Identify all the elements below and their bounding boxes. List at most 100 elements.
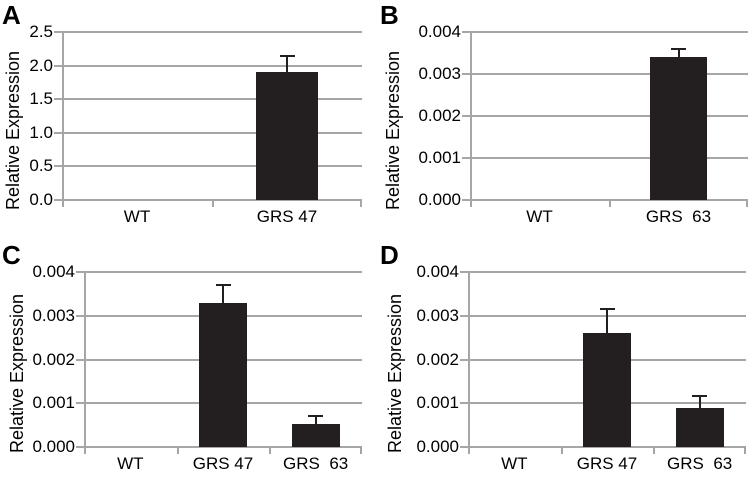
error-bar-cap xyxy=(599,308,615,311)
gridline xyxy=(470,31,748,33)
y-axis-line xyxy=(468,272,470,447)
y-tick-mark xyxy=(460,446,468,448)
panel-c-letter: C xyxy=(2,240,21,270)
y-tick-label: 0.004 xyxy=(418,22,461,41)
y-tick-mark xyxy=(76,314,84,317)
error-bar-cap xyxy=(692,394,708,397)
y-tick-label: 0.001 xyxy=(418,148,461,167)
y-tick-mark xyxy=(54,199,62,201)
y-tick-mark xyxy=(460,271,468,273)
error-bar-cap xyxy=(279,54,295,57)
x-tick-mark xyxy=(653,447,656,454)
y-tick-label: 0.002 xyxy=(416,349,459,369)
x-category-label: GRS 47 xyxy=(192,454,254,473)
x-tick-mark xyxy=(468,447,470,454)
y-tick-label: 0.003 xyxy=(418,64,461,83)
y-tick-label: 0.000 xyxy=(416,437,459,456)
y-tick-label: 0.001 xyxy=(32,393,75,413)
x-category-label: GRS 63 xyxy=(667,454,733,473)
y-tick-mark xyxy=(462,199,470,201)
panel-a: A Relative Expression 0.0 0.5 1.0 1.5 2.0 2.5… xyxy=(0,0,378,240)
x-category-label: GRS 47 xyxy=(256,207,318,226)
y-tick-label: 0.004 xyxy=(416,262,459,281)
gridline xyxy=(468,271,746,273)
x-category-label: WT xyxy=(123,207,151,226)
y-tick-label: 0.003 xyxy=(416,305,459,325)
gridline xyxy=(470,157,748,159)
y-axis-line xyxy=(470,32,472,200)
y-tick-mark xyxy=(76,446,84,448)
x-category-label: GRS 63 xyxy=(283,454,349,473)
bar xyxy=(256,72,318,200)
gridline xyxy=(84,446,362,448)
x-tick-mark xyxy=(470,200,472,207)
x-tick-mark xyxy=(212,200,214,207)
panel-d-letter: D xyxy=(380,240,399,270)
gridline xyxy=(62,31,362,33)
x-category-label: GRS 47 xyxy=(576,454,638,473)
y-tick-mark xyxy=(76,358,84,361)
y-tick-mark xyxy=(462,73,470,75)
y-tick-mark xyxy=(460,358,468,361)
y-axis-line xyxy=(62,32,64,200)
y-tick-label: 1.0 xyxy=(29,122,53,142)
y-tick-mark xyxy=(54,98,62,101)
error-bar-cap xyxy=(215,284,231,287)
gridline xyxy=(62,64,362,67)
error-bar-line xyxy=(698,395,701,408)
x-tick-mark xyxy=(360,447,362,454)
x-tick-mark xyxy=(269,447,272,454)
x-category-label: WT xyxy=(117,454,144,473)
y-tick-mark xyxy=(462,31,470,33)
x-category-label: GRS 63 xyxy=(645,207,712,226)
bar xyxy=(582,333,632,447)
x-tick-mark xyxy=(744,447,746,454)
x-category-label: WT xyxy=(526,207,553,226)
x-tick-mark xyxy=(176,447,179,454)
panel-c: C Relative Expression 0.000 0.001 0.002 0.0… xyxy=(0,240,378,480)
panel-a-letter: A xyxy=(2,0,21,30)
y-axis-line xyxy=(84,272,86,447)
x-tick-mark xyxy=(360,200,362,207)
y-tick-label: 0.000 xyxy=(418,190,461,209)
bar xyxy=(675,407,724,447)
y-tick-label: 0.001 xyxy=(416,393,459,413)
panel-c-plot-area: 0.000 0.001 0.002 0.003 0.004 WT GRS 47 GRS 63 xyxy=(32,262,362,473)
y-tick-label: 1.5 xyxy=(29,89,53,109)
x-tick-mark xyxy=(746,200,748,207)
y-tick-mark xyxy=(54,131,62,134)
y-tick-label: 2.0 xyxy=(29,55,53,75)
y-tick-label: 0.003 xyxy=(32,305,75,325)
x-tick-mark xyxy=(609,200,611,207)
y-tick-mark xyxy=(54,165,62,168)
y-tick-label: 0.002 xyxy=(418,106,461,125)
error-bar-line xyxy=(314,415,317,424)
y-tick-label: 0.000 xyxy=(32,437,75,456)
y-tick-mark xyxy=(462,115,470,117)
panel-d: D Relative Expression 0.000 0.001 0.002 0.0… xyxy=(378,240,756,480)
error-bar-line xyxy=(606,309,608,334)
gridline xyxy=(84,271,362,273)
error-bar-cap xyxy=(308,414,324,417)
y-tick-mark xyxy=(54,64,62,67)
panel-a-plot-area: 0.0 0.5 1.0 1.5 2.0 2.5 WT GRS 47 xyxy=(29,22,362,226)
x-tick-mark xyxy=(560,447,563,454)
gridline xyxy=(62,131,362,134)
y-tick-mark xyxy=(54,31,62,33)
error-bar-line xyxy=(677,48,680,58)
gridline xyxy=(62,98,362,101)
y-tick-mark xyxy=(460,402,468,405)
y-tick-mark xyxy=(460,314,468,317)
panel-b-plot-area: 0.000 0.001 0.002 0.003 0.004 WT GRS 63 xyxy=(418,22,748,226)
bar xyxy=(198,302,248,447)
panel-b-letter: B xyxy=(380,0,399,30)
panel-b-y-axis-title: Relative Expression xyxy=(383,50,403,210)
bar xyxy=(650,57,707,200)
error-bar-cap xyxy=(671,47,686,50)
y-tick-label: 2.5 xyxy=(29,22,53,41)
gridline xyxy=(468,446,746,448)
y-tick-label: 0.004 xyxy=(32,262,75,281)
y-tick-mark xyxy=(462,157,470,159)
x-tick-mark xyxy=(84,447,86,454)
